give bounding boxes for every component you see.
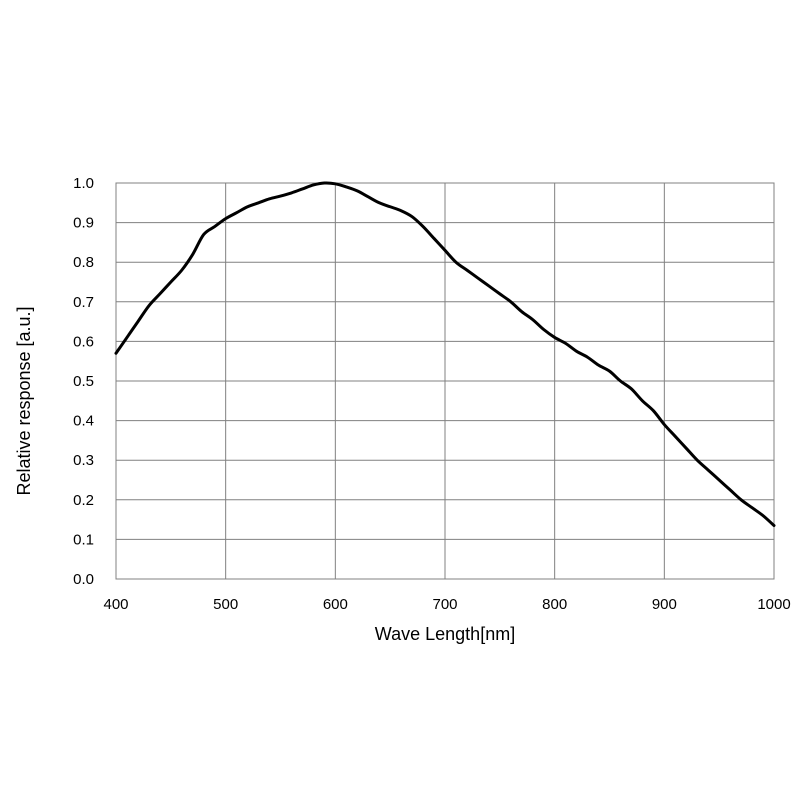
x-axis-title: Wave Length[nm] (375, 624, 515, 644)
x-tick-label: 400 (103, 596, 128, 613)
x-tick-label: 500 (213, 596, 238, 613)
y-tick-label: 0.4 (73, 413, 94, 430)
y-axis-title: Relative response [a.u.] (14, 306, 34, 495)
y-tick-label: 0.8 (73, 254, 94, 271)
plot-frame (115, 182, 775, 580)
y-tick-label: 0.6 (73, 333, 94, 350)
y-tick-labels: 0.0 0.1 0.2 0.3 0.4 0.5 0.6 0.7 0.8 0.9 1.0 (73, 175, 94, 588)
y-tick-label: 1.0 (73, 175, 94, 192)
x-tick-label: 1000 (757, 596, 790, 613)
y-tick-label: 0.9 (73, 215, 94, 232)
y-tick-label: 0.1 (73, 531, 94, 548)
x-tick-labels: 400 500 600 700 800 900 1000 (103, 596, 790, 613)
y-tick-label: 0.0 (73, 571, 94, 588)
x-tick-label: 900 (652, 596, 677, 613)
x-tick-label: 800 (542, 596, 567, 613)
x-tick-label: 700 (432, 596, 457, 613)
y-tick-label: 0.7 (73, 294, 94, 311)
y-tick-label: 0.3 (73, 452, 94, 469)
y-tick-label: 0.5 (73, 373, 94, 390)
response-curve (114, 181, 776, 528)
y-tick-label: 0.2 (73, 492, 94, 509)
x-tick-label: 600 (323, 596, 348, 613)
